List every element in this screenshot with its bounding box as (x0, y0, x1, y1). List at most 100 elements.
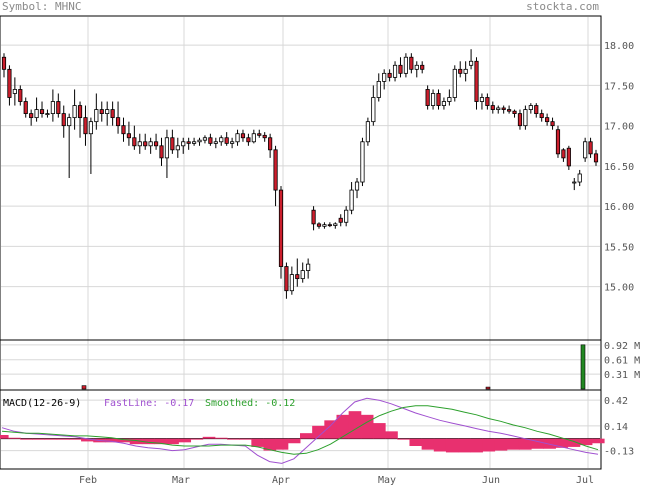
candle-body (468, 60, 474, 66)
macd-hist-bar (263, 438, 277, 451)
volume-bars (81, 344, 586, 390)
candle-body (115, 117, 121, 127)
candle (7, 65, 12, 106)
macd-hist-bar (433, 438, 447, 452)
candle (148, 137, 153, 154)
candle-body (376, 81, 381, 98)
macd-hist-bar (591, 438, 605, 444)
candle-body (12, 89, 17, 94)
candle-body (572, 181, 577, 184)
candle-body (425, 89, 430, 106)
candle (61, 105, 66, 138)
candle (485, 93, 490, 110)
candle-body (403, 56, 408, 74)
site-watermark[interactable]: stockta.com (526, 0, 599, 13)
macd-hist-bar (360, 414, 374, 439)
candle (420, 61, 425, 74)
candle (583, 137, 588, 162)
candle (186, 137, 191, 150)
symbol-label: Symbol: MHNC (2, 0, 82, 13)
candle (392, 61, 398, 82)
macd-hist-bar (397, 438, 410, 440)
candle (39, 101, 45, 118)
candle (360, 137, 365, 187)
volume-bar (580, 344, 586, 390)
candle (246, 133, 251, 146)
candle (327, 222, 332, 228)
price-tick-label: 15.50 (604, 242, 634, 253)
candle-body (208, 137, 213, 144)
candle (344, 206, 349, 227)
candle (12, 77, 17, 106)
macd-hist-bar (506, 438, 520, 450)
macd-hist-bar (227, 438, 240, 440)
candle (18, 85, 23, 106)
candle-body (371, 97, 376, 123)
candle (132, 125, 137, 150)
candle-body (39, 109, 45, 114)
candle-body (99, 109, 104, 114)
candle-body (164, 137, 170, 159)
candle-body (45, 113, 50, 115)
candle (56, 93, 61, 118)
candle-body (50, 101, 55, 115)
candle-body (7, 68, 12, 98)
candle-body (490, 105, 495, 110)
candle-body (284, 266, 289, 292)
candle-body (137, 141, 142, 147)
candle (181, 137, 186, 154)
price-tick-label: 17.00 (604, 122, 634, 133)
price-tick-label: 18.00 (604, 41, 634, 52)
price-tick-label: 16.00 (604, 202, 634, 213)
candle-body (354, 181, 360, 191)
macd-hist-bar (409, 438, 423, 446)
candle-body (170, 137, 175, 151)
candle-body (583, 141, 588, 159)
candle-body (555, 129, 561, 155)
candle-body (240, 133, 246, 139)
fastline-label: FastLine: -0.17 (104, 398, 194, 409)
macd-hist-bar (300, 433, 313, 439)
x-tick-label: Apr (272, 475, 290, 486)
axis-labels: 18.00 17.50 17.00 16.50 16.00 15.50 15.00 Feb Ma… (79, 41, 640, 486)
macd-hist-bar (312, 425, 325, 439)
price-panel-frame (0, 15, 602, 341)
macd-hist-bar (458, 438, 471, 453)
candle (593, 149, 599, 166)
smoothed-label: Smoothed: -0.12 (205, 398, 295, 409)
candle (99, 101, 104, 122)
candle (219, 135, 224, 146)
candle-body (344, 209, 349, 223)
candle (88, 117, 93, 174)
candle-body (392, 64, 398, 78)
volume-tick-label: 0.31 M (604, 370, 640, 381)
candle-body (420, 64, 425, 70)
candle (588, 137, 593, 158)
macd-hist-bar (8, 437, 21, 439)
volume-tick-label: 0.92 M (604, 341, 640, 352)
candle (441, 97, 447, 110)
candle (333, 222, 338, 229)
macd-histogram (0, 411, 605, 453)
candle (550, 117, 555, 130)
candle (137, 133, 142, 154)
macd-hist-bar (372, 423, 386, 439)
candle-body (501, 107, 506, 110)
candle (295, 258, 300, 287)
macd-hist-bar (385, 431, 398, 439)
macd-hist-bar (178, 438, 192, 443)
candle-body (121, 125, 126, 135)
candle (284, 262, 289, 299)
candle (121, 117, 126, 142)
candle (545, 113, 550, 126)
candle (208, 133, 213, 146)
macd-hist-bar (141, 438, 155, 445)
volume-tick-label: 0.61 M (604, 356, 640, 367)
candle (1, 53, 7, 78)
candle-body (322, 224, 327, 227)
candle-body (34, 109, 39, 119)
macd-hist-bar (324, 420, 337, 439)
candle (490, 101, 495, 114)
candle (50, 89, 55, 122)
x-tick-label: Jun (482, 475, 500, 486)
